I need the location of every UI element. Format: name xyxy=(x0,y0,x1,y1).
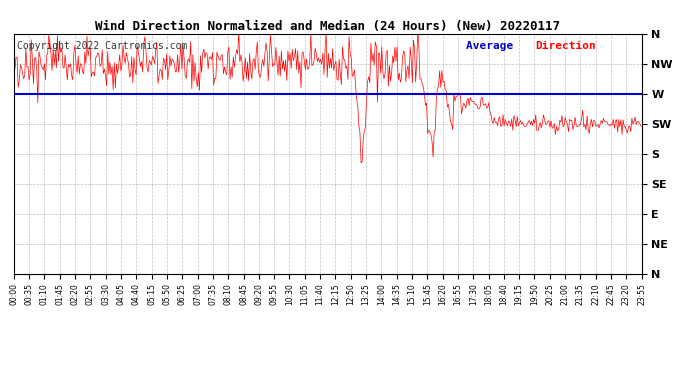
Text: Copyright 2022 Cartronics.com: Copyright 2022 Cartronics.com xyxy=(17,41,187,51)
Text: Direction: Direction xyxy=(535,41,595,51)
Title: Wind Direction Normalized and Median (24 Hours) (New) 20220117: Wind Direction Normalized and Median (24… xyxy=(95,20,560,33)
Text: Average: Average xyxy=(466,41,520,51)
